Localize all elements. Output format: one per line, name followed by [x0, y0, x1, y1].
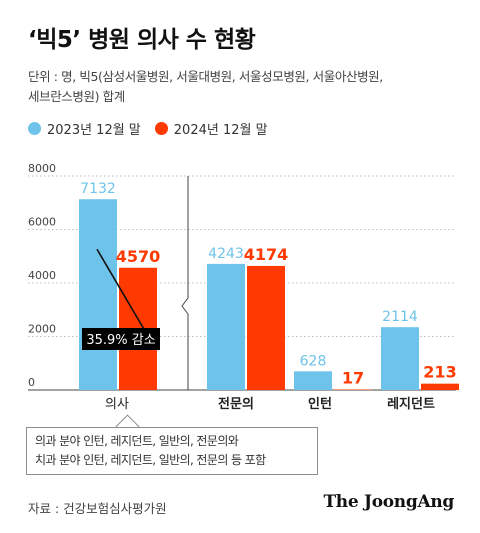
data-label-2023: 628: [300, 353, 327, 369]
data-label-2023: 7132: [80, 181, 116, 197]
category-label: 전문의: [218, 396, 254, 412]
category-label: 인턴: [308, 396, 332, 412]
bar-2023: [381, 327, 419, 390]
bar-2023: [79, 199, 117, 390]
note-line-1: 의과 분야 인턴, 레지던트, 일반의, 전문의와: [35, 434, 239, 448]
data-label-2024: 4570: [116, 247, 161, 266]
doctor-definition-note: 의과 분야 인턴, 레지던트, 일반의, 전문의와 치과 분야 인턴, 레지던트…: [26, 427, 318, 475]
axis-break-divider: [181, 176, 189, 390]
bar-2024: [421, 383, 459, 390]
legend-label-2024: 2024년 12월 말: [173, 123, 268, 138]
unit-note-line-1: 단위 : 명, 빅5(삼성서울병원, 서울대병원, 서울성모병원, 서울아산병원…: [28, 69, 383, 84]
data-label-2024: 4174: [244, 245, 289, 264]
decline-callout-box: [82, 328, 160, 350]
bar-2024: [247, 265, 285, 390]
legend-swatch-2024: [154, 122, 168, 135]
note-line-2: 치과 분야 인턴, 레지던트, 일반의, 전문의 등 포함: [35, 453, 266, 467]
data-label-2023: 4243: [208, 246, 244, 262]
data-label-2023: 2114: [382, 309, 418, 325]
decline-arrow: [96, 248, 146, 331]
legend-swatch-2023: [28, 122, 41, 135]
y-tick-label: 8000: [28, 162, 56, 175]
bar-2023: [294, 371, 332, 390]
legend-label-2023: 2023년 12월 말: [47, 123, 141, 138]
y-tick-label: 6000: [28, 216, 56, 229]
bar-2023: [207, 263, 245, 390]
legend-item-2024: 2024년 12월 말: [154, 119, 268, 138]
decline-callout-text: 35.9% 감소: [86, 333, 155, 348]
bar-2024: [334, 389, 372, 390]
y-tick-label: 0: [28, 376, 35, 389]
source-text: 자료 : 건강보험심사평가원: [28, 501, 167, 516]
legend-item-2023: 2023년 12월 말: [28, 119, 141, 138]
unit-note: 단위 : 명, 빅5(삼성서울병원, 서울대병원, 서울성모병원, 서울아산병원…: [28, 67, 468, 107]
y-tick-label: 2000: [28, 323, 56, 336]
data-label-2024: 213: [423, 363, 456, 382]
chart-title: ‘빅5’ 병원 의사 수 현황: [28, 27, 256, 53]
legend: 2023년 12월 말 2024년 12월 말: [28, 119, 282, 138]
y-tick-label: 4000: [28, 269, 56, 282]
unit-note-line-2: 세브란스병원) 합계: [28, 89, 125, 104]
category-label: 의사: [105, 397, 129, 412]
data-label-2024: 17: [342, 368, 364, 387]
category-label: 레지던트: [387, 396, 435, 412]
brand-logo: The JoongAng: [323, 492, 454, 512]
